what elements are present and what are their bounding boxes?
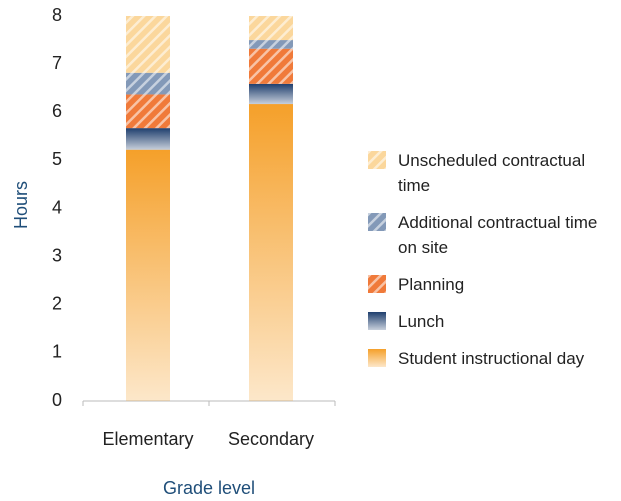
- legend-label: Lunch: [398, 312, 445, 331]
- legend-item: Planning: [368, 272, 618, 297]
- legend-swatch: [368, 151, 386, 169]
- legend-label: Student instructional day: [398, 349, 585, 368]
- legend: Unscheduled contractual time Additional c…: [368, 148, 618, 383]
- legend-swatch: [368, 275, 386, 293]
- y-tick-label: 0: [52, 390, 62, 410]
- legend-item: Unscheduled contractual time: [368, 148, 618, 198]
- y-tick-label: 7: [52, 53, 62, 73]
- legend-swatch: [368, 349, 386, 367]
- bar-segment: [249, 104, 293, 401]
- legend-item: Student instructional day: [368, 346, 618, 371]
- bar-segment: [126, 72, 170, 95]
- y-tick-label: 4: [52, 197, 62, 217]
- bar-segment: [249, 48, 293, 84]
- legend-item: Lunch: [368, 309, 618, 334]
- bar-segment: [249, 40, 293, 49]
- x-tick-label: Elementary: [102, 429, 193, 449]
- y-tick-label: 6: [52, 101, 62, 121]
- x-axis-label: Grade level: [163, 478, 255, 498]
- y-tick-label: 1: [52, 342, 62, 362]
- bar-segment: [126, 94, 170, 129]
- y-tick-label: 5: [52, 149, 62, 169]
- legend-label: Unscheduled contractual time: [398, 151, 586, 195]
- legend-swatch: [368, 312, 386, 330]
- x-tick-label: Secondary: [228, 429, 314, 449]
- y-tick-label: 8: [52, 5, 62, 25]
- bar-segment: [249, 16, 293, 41]
- legend-item: Additional contractual time on site: [368, 210, 618, 260]
- bar-segment: [126, 149, 170, 401]
- y-axis-label: Hours: [11, 181, 31, 229]
- legend-label: Planning: [398, 275, 465, 294]
- y-tick-label: 2: [52, 294, 62, 314]
- bar-segment: [126, 128, 170, 150]
- legend-label: Additional contractual time on site: [398, 213, 598, 257]
- bar-segment: [126, 16, 170, 73]
- legend-swatch: [368, 213, 386, 231]
- bar-segment: [249, 83, 293, 105]
- y-tick-label: 3: [52, 245, 62, 265]
